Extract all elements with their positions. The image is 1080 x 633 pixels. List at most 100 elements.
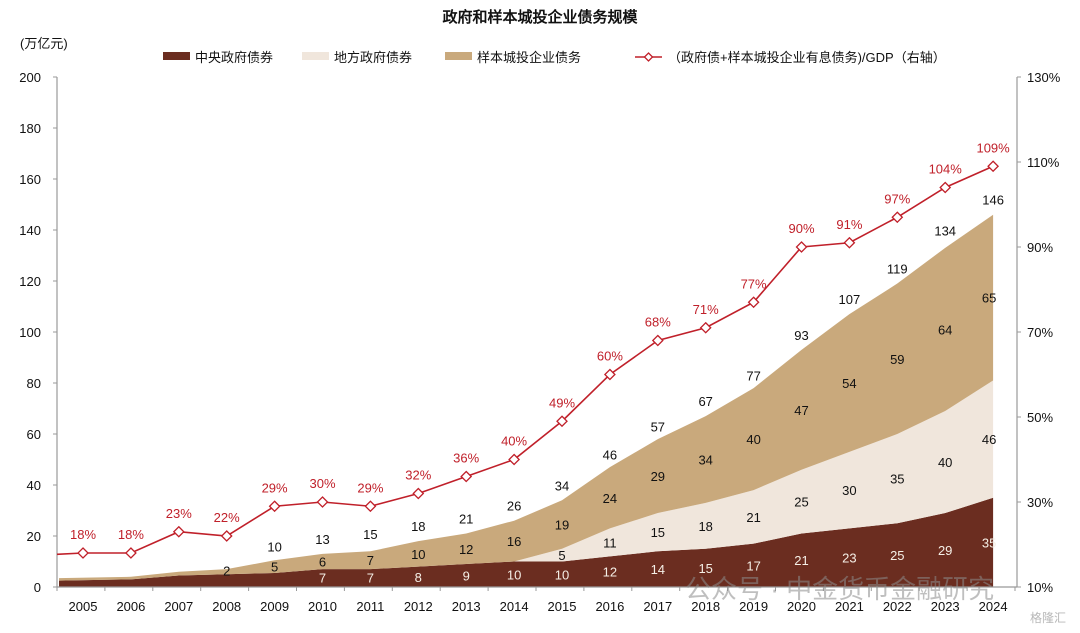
gdp-ratio-label: 36%	[453, 451, 479, 466]
central-gov-label: 9	[463, 569, 470, 584]
gdp-ratio-label: 109%	[976, 140, 1010, 155]
central-gov-label: 35	[982, 535, 996, 550]
y-tick-label: 40	[27, 478, 41, 493]
gdp-ratio-label: 77%	[741, 276, 767, 291]
gdp-ratio-label: 90%	[788, 221, 814, 236]
total-label: 93	[794, 328, 808, 343]
data-labels: 18% 18% 23% 22% 29% 30% 29% 32% 36% 40% 49% 60% 68% 7…	[70, 140, 1010, 585]
y2-tick-label: 70%	[1027, 325, 1053, 340]
local-gov-label: 18	[698, 519, 712, 534]
central-gov-label: 7	[319, 570, 326, 585]
gdp-ratio-label: 68%	[645, 315, 671, 330]
gdp-ratio-label: 60%	[597, 349, 623, 364]
x-tick-label: 2013	[452, 599, 481, 614]
gdp-ratio-line	[56, 160, 1000, 559]
central-gov-label: 10	[507, 567, 521, 582]
y-tick-label: 60	[27, 427, 41, 442]
central-gov-label: 17	[746, 558, 760, 573]
x-tick-label: 2019	[739, 599, 768, 614]
y-tick-label: 80	[27, 376, 41, 391]
chengtou-label: 2	[223, 563, 230, 578]
chengtou-label: 19	[555, 518, 569, 533]
chengtou-label: 10	[411, 547, 425, 562]
y2-tick-label: 130%	[1027, 70, 1061, 85]
chart-title: 政府和样本城投企业债务规模	[442, 8, 638, 26]
y-tick-label: 160	[19, 172, 41, 187]
x-tick-label: 2005	[69, 599, 98, 614]
watermark-text: 公众号 · 中金货币金融研究	[685, 574, 994, 604]
axes: 0 20 40 60 80 100 120 140 160 180 200 10% 30% 50% 70% 9…	[19, 70, 1060, 614]
total-label: 107	[839, 292, 861, 307]
gdp-ratio-marker	[124, 547, 137, 559]
y-tick-label: 0	[34, 580, 41, 595]
gdp-ratio-label: 23%	[166, 506, 192, 521]
legend-label-local: 地方政府债券	[334, 50, 412, 65]
local-gov-label: 21	[746, 510, 760, 525]
chengtou-label: 24	[603, 491, 617, 506]
x-tick-label: 2020	[787, 599, 816, 614]
y-tick-label: 180	[19, 121, 41, 136]
gdp-ratio-marker	[651, 334, 664, 347]
chengtou-label: 65	[982, 291, 996, 306]
gdp-ratio-label: 91%	[836, 217, 862, 232]
legend-swatch-local	[302, 52, 329, 60]
gdp-ratio-label: 49%	[549, 395, 575, 410]
gdp-ratio-marker	[795, 241, 808, 253]
total-label: 18	[411, 519, 425, 534]
y2-tick-label: 50%	[1027, 410, 1053, 425]
chengtou-label: 6	[319, 555, 326, 570]
x-tick-label: 2015	[548, 599, 577, 614]
chengtou-label: 54	[842, 376, 856, 391]
local-gov-label: 25	[794, 495, 808, 510]
legend-label-central: 中央政府债券	[195, 50, 273, 65]
total-label: 13	[315, 532, 329, 547]
x-tick-label: 2006	[116, 599, 145, 614]
y2-tick-label: 110%	[1027, 155, 1060, 170]
total-label: 46	[603, 448, 617, 463]
gdp-ratio-marker	[891, 211, 904, 224]
central-gov-label: 23	[842, 551, 856, 566]
chengtou-label: 29	[651, 469, 665, 484]
gdp-ratio-marker	[460, 470, 473, 483]
gdp-ratio-marker	[508, 453, 521, 466]
chengtou-label: 64	[938, 322, 952, 337]
total-label: 67	[698, 394, 712, 409]
central-gov-label: 10	[555, 567, 569, 582]
local-gov-label: 30	[842, 483, 856, 498]
central-gov-label: 29	[938, 543, 952, 558]
total-label: 146	[982, 193, 1004, 208]
x-tick-label: 2023	[931, 599, 960, 614]
legend-marker-gdp-ratio	[643, 52, 654, 62]
gdp-ratio-marker	[939, 181, 952, 194]
legend-swatch-central	[163, 52, 190, 60]
x-tick-label: 2018	[691, 599, 720, 614]
local-gov-label: 40	[938, 455, 952, 470]
chengtou-label: 59	[890, 352, 904, 367]
gdp-ratio-marker	[364, 500, 377, 513]
gdp-ratio-label: 22%	[214, 510, 240, 525]
area-central-gov-bonds	[59, 497, 994, 587]
gdp-ratio-marker	[77, 547, 89, 559]
total-label: 26	[507, 499, 521, 514]
total-label: 119	[887, 262, 908, 277]
gdp-ratio-marker	[412, 487, 425, 500]
total-label: 21	[459, 511, 473, 526]
y2-tick-label: 30%	[1027, 495, 1053, 510]
x-tick-label: 2014	[500, 599, 529, 614]
total-label: 15	[363, 527, 377, 542]
x-tick-label: 2009	[260, 599, 289, 614]
x-tick-label: 2011	[356, 599, 384, 614]
area-chengtou-debt	[59, 214, 994, 581]
total-label: 57	[651, 420, 665, 435]
central-gov-label: 15	[698, 561, 712, 576]
gdp-ratio-marker	[220, 530, 233, 542]
x-tick-label: 2024	[979, 599, 1008, 614]
total-label: 34	[555, 478, 569, 493]
stacked-areas	[59, 214, 994, 587]
chengtou-label: 16	[507, 534, 521, 549]
gdp-ratio-marker	[556, 415, 568, 428]
gdp-ratio-label: 97%	[884, 191, 910, 206]
gdp-ratio-label: 18%	[70, 527, 96, 542]
central-gov-label: 25	[890, 548, 904, 563]
